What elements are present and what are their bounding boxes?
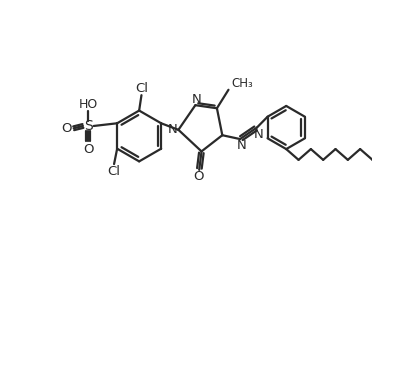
Text: N: N — [237, 139, 247, 153]
Text: S: S — [84, 119, 93, 133]
Text: N: N — [191, 93, 201, 106]
Text: N: N — [254, 128, 264, 141]
Text: O: O — [193, 170, 204, 183]
Text: O: O — [83, 143, 94, 156]
Text: CH₃: CH₃ — [232, 77, 253, 90]
Text: HO: HO — [79, 98, 98, 111]
Text: Cl: Cl — [107, 165, 121, 177]
Text: N: N — [168, 123, 178, 136]
Text: Cl: Cl — [136, 82, 149, 95]
Text: O: O — [61, 122, 71, 135]
